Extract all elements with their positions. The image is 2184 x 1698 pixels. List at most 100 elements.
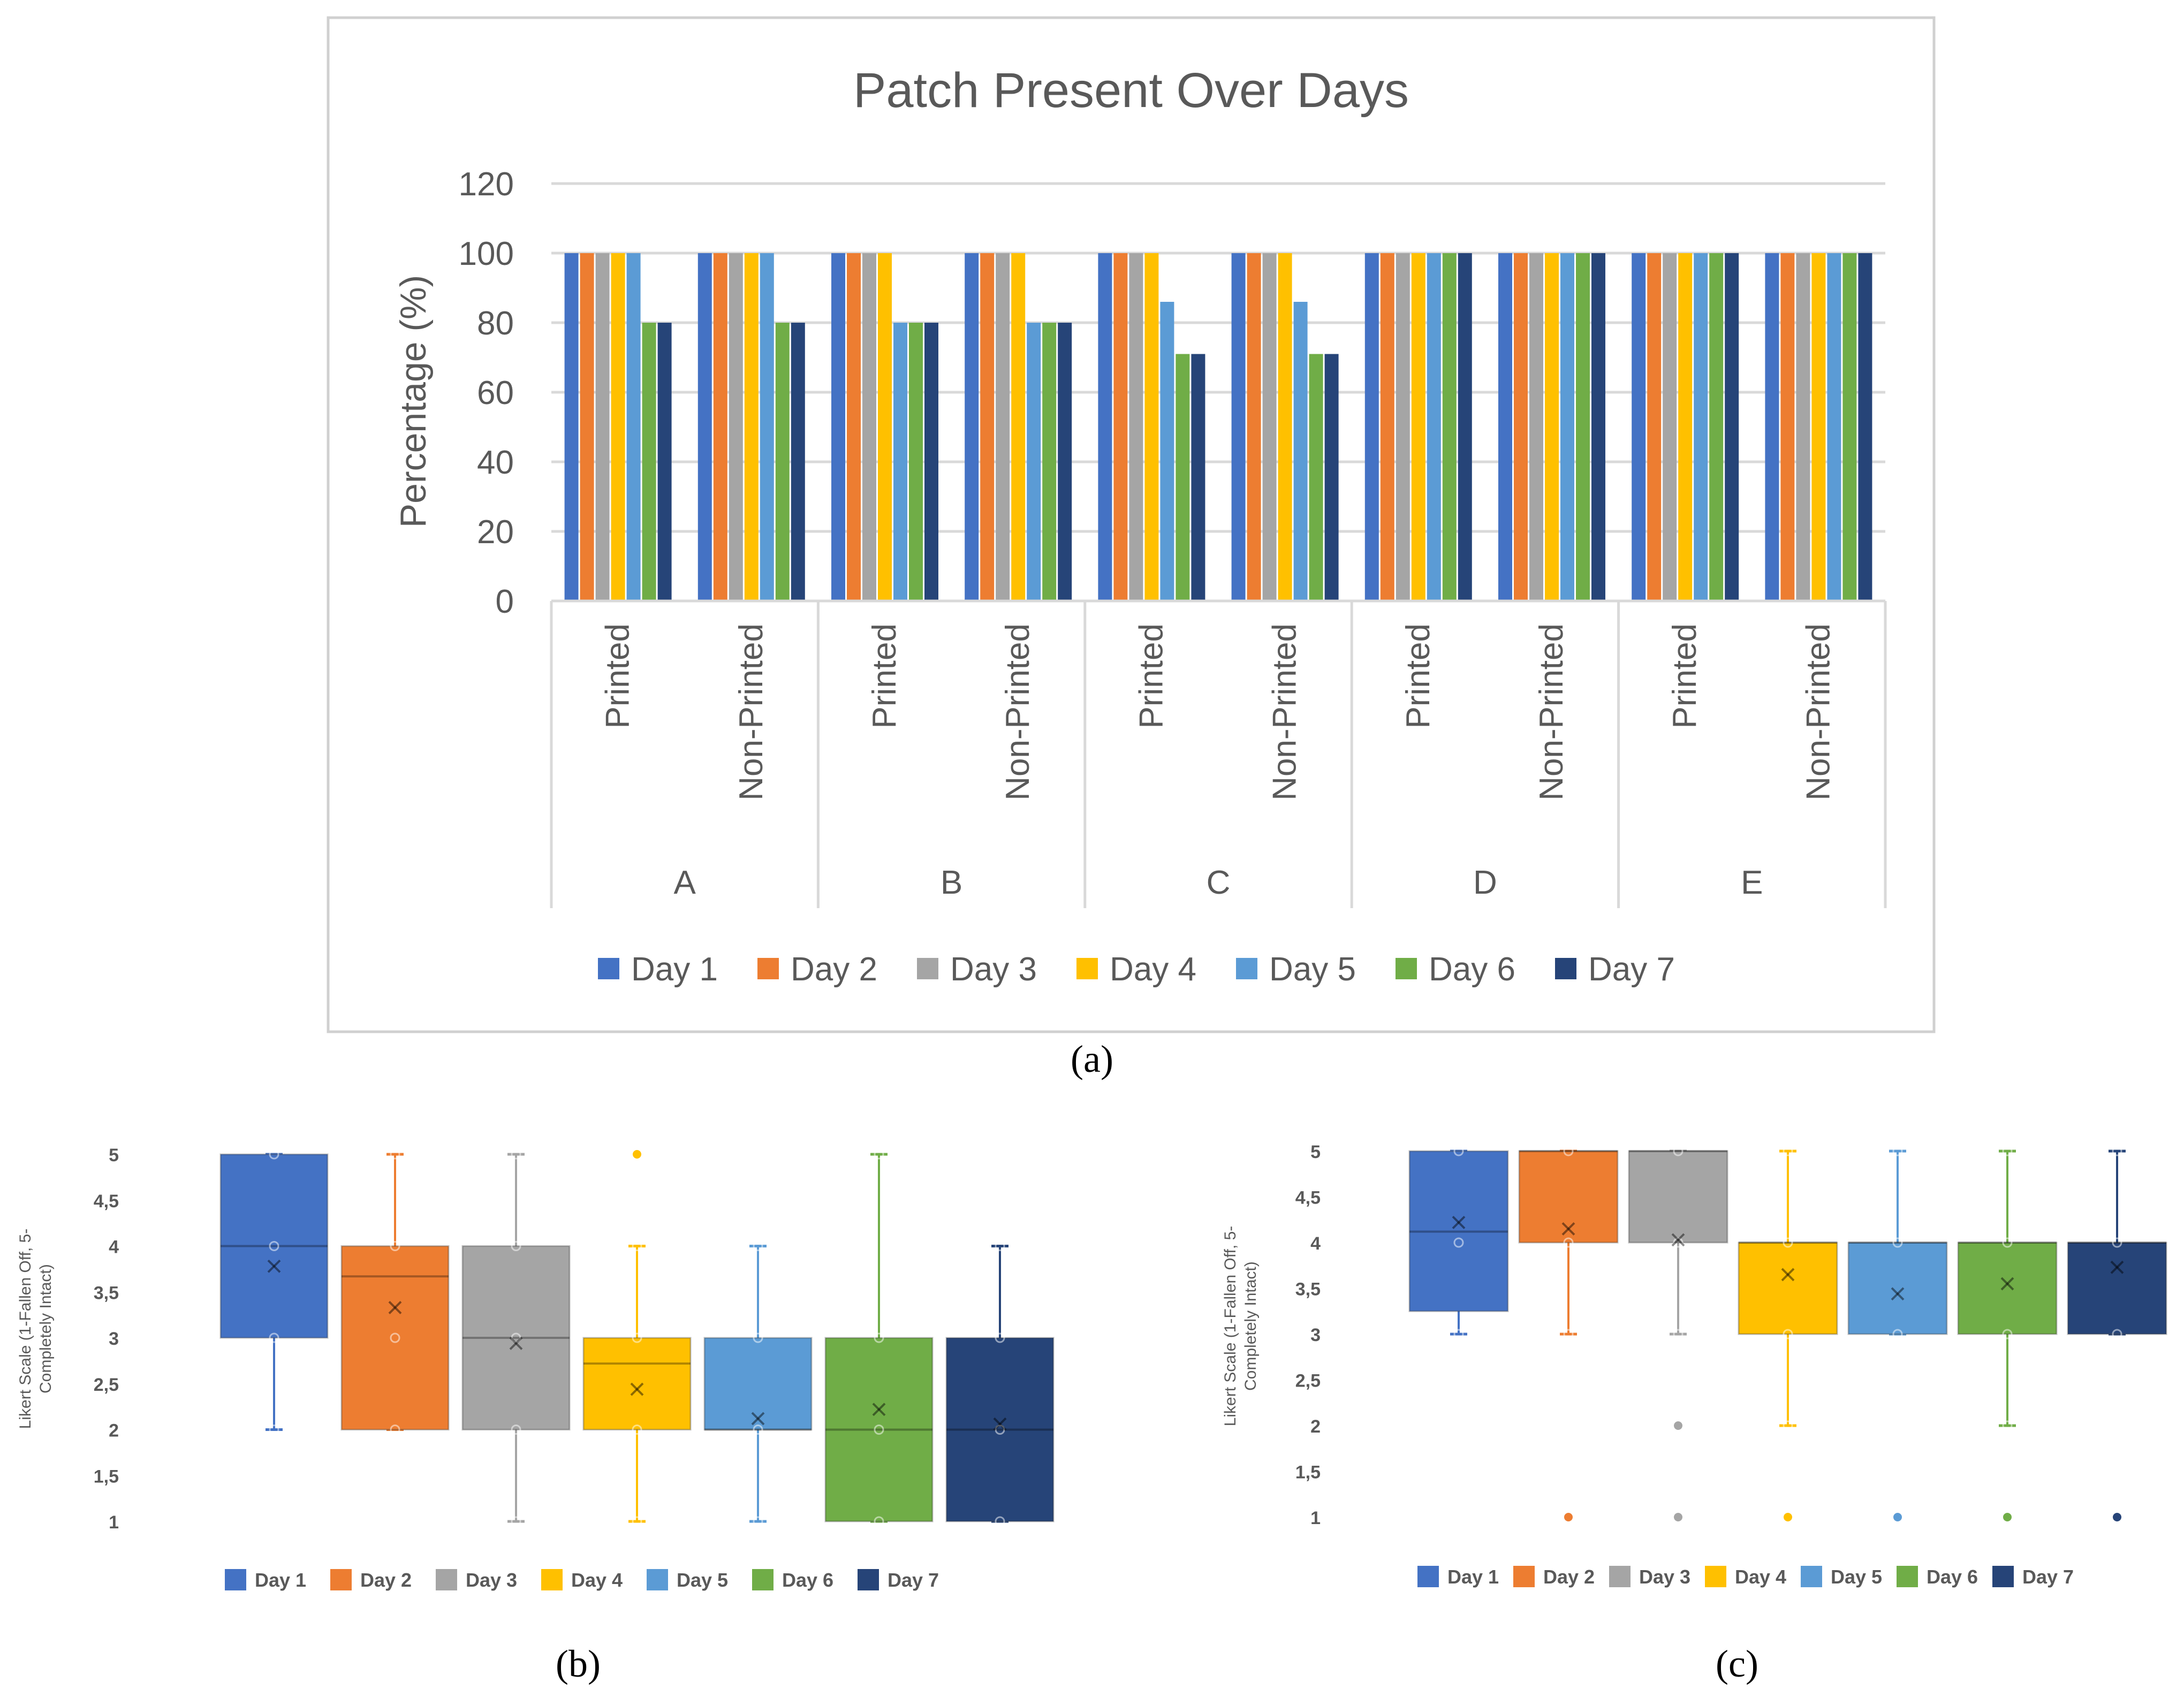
panel-a-bar bbox=[1796, 253, 1810, 601]
panel-b-data-point bbox=[269, 1332, 279, 1343]
panel-b-mean-marker bbox=[630, 1382, 644, 1396]
panel-a-legend-label: Day 2 bbox=[791, 951, 877, 988]
panel-a-legend-label: Day 1 bbox=[631, 951, 718, 988]
panel-c-mean-marker bbox=[1891, 1287, 1905, 1301]
panel-b-box bbox=[340, 1245, 450, 1430]
panel-a-legend-swatch bbox=[598, 958, 619, 979]
panel-b-data-point bbox=[269, 1425, 279, 1435]
panel-b-box bbox=[582, 1337, 692, 1430]
panel-a-bar bbox=[847, 253, 861, 601]
panel-c-data-point bbox=[1563, 1146, 1574, 1156]
panel-b-legend-swatch bbox=[858, 1569, 879, 1590]
panel-b-data-point bbox=[995, 1241, 1005, 1251]
panel-c-legend-label: Day 2 bbox=[1543, 1566, 1595, 1588]
panel-c-outlier-point bbox=[1674, 1513, 1682, 1521]
panel-b-data-point bbox=[632, 1516, 642, 1527]
panel-b-mean-marker bbox=[751, 1412, 765, 1426]
panel-b-data-point bbox=[390, 1149, 400, 1160]
panel-b-legend-swatch bbox=[752, 1569, 774, 1590]
panel-c-data-point bbox=[1453, 1146, 1464, 1156]
panel-a-subcategory-label: Non-Printed bbox=[1533, 623, 1570, 801]
panel-a-bar bbox=[1058, 323, 1072, 601]
panel-a-bar bbox=[580, 253, 594, 601]
panel-c-mean-marker bbox=[1452, 1215, 1466, 1229]
panel-a-bar bbox=[1278, 253, 1292, 601]
panel-c-legend-label: Day 4 bbox=[1735, 1566, 1786, 1588]
panel-a-group-label: A bbox=[674, 864, 696, 901]
panel-a-bar bbox=[642, 323, 656, 601]
panel-a-bar bbox=[965, 253, 979, 601]
panel-b-data-point bbox=[632, 1241, 642, 1251]
panel-a-bar bbox=[1709, 253, 1724, 601]
panel-c-legend-swatch bbox=[1801, 1566, 1822, 1587]
panel-b-data-point bbox=[874, 1332, 884, 1343]
panel-a-y-tick-label: 20 bbox=[477, 514, 514, 551]
panel-b-box bbox=[219, 1153, 329, 1339]
panel-c-legend-swatch bbox=[1897, 1566, 1918, 1587]
panel-b-mean-marker bbox=[872, 1403, 886, 1417]
panel-b-data-point bbox=[511, 1425, 521, 1435]
panel-a-bar bbox=[1309, 354, 1323, 601]
panel-a-bar bbox=[1380, 253, 1394, 601]
panel-b-data-point bbox=[753, 1516, 763, 1527]
panel-c-data-point bbox=[2002, 1329, 2013, 1339]
panel-c-legend-swatch bbox=[1513, 1566, 1535, 1587]
panel-a-bar bbox=[1591, 253, 1605, 601]
panel-b-data-point bbox=[269, 1241, 279, 1251]
panel-a-title: Patch Present Over Days bbox=[853, 63, 1409, 118]
panel-b-legend-swatch bbox=[225, 1569, 246, 1590]
panel-c-box-plot: 1 1,5 2 2,5 3 3,5 4 4,5 5 Likert Scale (1-Fallen… bbox=[1222, 1142, 2167, 1588]
panel-a-bar bbox=[1129, 253, 1143, 601]
panel-b-data-point bbox=[632, 1425, 642, 1435]
panel-a-bar bbox=[1725, 253, 1739, 601]
panel-a-subcategory-label: Non-Printed bbox=[1800, 623, 1837, 801]
panel-b-y-tick-label: 3,5 bbox=[94, 1283, 119, 1303]
panel-a-bar bbox=[1042, 323, 1057, 601]
panel-a-bar bbox=[1678, 253, 1693, 601]
panel-c-box bbox=[1408, 1150, 1509, 1312]
panel-c-legend-swatch bbox=[1705, 1566, 1726, 1587]
panel-a-bar bbox=[1663, 253, 1677, 601]
panel-c-y-tick-label: 3 bbox=[1310, 1325, 1321, 1345]
panel-b-data-point bbox=[874, 1425, 884, 1435]
panel-c-data-point bbox=[2112, 1237, 2122, 1248]
panel-a-bar-chart: Patch Present Over Days 020406080100120 … bbox=[327, 16, 1936, 1033]
panel-a-bar bbox=[1144, 253, 1159, 601]
panel-c-legend-label: Day 7 bbox=[2022, 1566, 2074, 1588]
panel-a-bar bbox=[1160, 302, 1174, 601]
panel-b-y-tick-label: 2 bbox=[109, 1421, 119, 1441]
panel-b-data-point bbox=[511, 1241, 521, 1251]
panel-a-bar bbox=[1858, 253, 1872, 601]
panel-a-group-label: E bbox=[1741, 864, 1763, 901]
panel-a-bar bbox=[1498, 253, 1512, 601]
panel-a-legend-swatch bbox=[1396, 958, 1417, 979]
panel-c-y-tick-label: 3,5 bbox=[1295, 1280, 1321, 1300]
panel-c-mean-marker bbox=[1671, 1233, 1685, 1247]
panel-c-box bbox=[2067, 1242, 2167, 1335]
panel-a-bar bbox=[878, 253, 892, 601]
panel-c-y-axis-label-line-2: Completely Intact) bbox=[1242, 1261, 1260, 1391]
panel-c-box bbox=[1518, 1150, 1619, 1244]
panel-a-bar bbox=[996, 253, 1010, 601]
panel-a-y-axis-label: Percentage (%) bbox=[393, 275, 434, 528]
panel-a-bar bbox=[1231, 253, 1246, 601]
panel-a-bar bbox=[775, 323, 790, 601]
panel-a-bar bbox=[1262, 253, 1277, 601]
panel-b-data-point bbox=[753, 1425, 763, 1435]
panel-c-data-point bbox=[1673, 1237, 1684, 1248]
panel-c-data-point bbox=[1453, 1237, 1464, 1248]
panel-a-legend-swatch bbox=[1076, 958, 1098, 979]
panel-a-bar bbox=[760, 253, 774, 601]
panel-c-mean-marker bbox=[1561, 1222, 1575, 1236]
panel-c-data-point bbox=[1453, 1329, 1464, 1339]
panel-c-y-tick-label: 1,5 bbox=[1295, 1463, 1321, 1483]
panel-b-box bbox=[824, 1337, 934, 1522]
panel-b-y-tick-label: 4 bbox=[109, 1237, 119, 1258]
panel-b-legend-label: Day 6 bbox=[782, 1569, 833, 1591]
panel-c-data-point bbox=[1783, 1237, 1793, 1248]
panel-b-y-tick-label: 3 bbox=[109, 1329, 119, 1349]
panel-b-y-tick-label: 2,5 bbox=[94, 1375, 119, 1395]
panel-a-bar bbox=[1647, 253, 1662, 601]
panel-a-bar bbox=[564, 253, 579, 601]
panel-a-bar bbox=[909, 323, 923, 601]
